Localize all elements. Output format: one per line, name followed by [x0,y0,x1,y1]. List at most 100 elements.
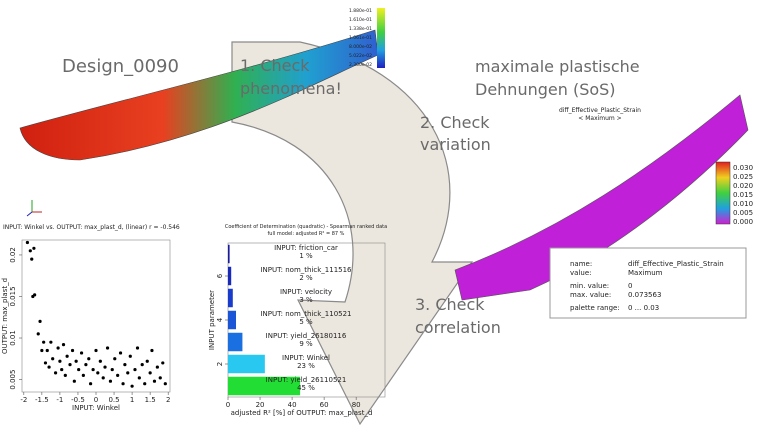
info-key: palette range: [570,304,620,312]
point [77,368,80,371]
colorbar-label: 0.015 [733,191,753,199]
point [32,247,35,250]
point [126,371,129,374]
value-label: 5 % [299,318,313,326]
x-tick-label: 1.5 [145,396,156,404]
category-label: INPUT: yield_26180116 [266,332,347,340]
colorbar-label: 0.005 [733,209,753,217]
point [46,349,49,352]
point [60,368,63,371]
colorbar-top [377,8,385,68]
point [150,349,153,352]
colorbar-label: 0.000 [733,218,753,226]
value-label: 2 % [299,274,313,282]
plot-area [22,240,170,392]
colorbar-label: 0.020 [733,182,753,190]
point [56,346,59,349]
x-tick-label: -0.5 [71,396,85,404]
point [38,320,41,323]
point [71,349,74,352]
category-label: INPUT: velocity [280,288,332,296]
value-label: 9 % [299,340,313,348]
point [37,332,40,335]
y-tick-label: 0.015 [9,286,17,306]
x-tick-label: 0 [94,396,98,404]
point [49,341,52,344]
result-title: Dehnungen (SoS) [475,80,616,99]
point [156,365,159,368]
info-value: 0 ... 0.03 [628,304,659,312]
value-label: 1 % [299,252,313,260]
colorbar-label: 1.338e-01 [349,26,372,32]
point [113,357,116,360]
category-label: INPUT: friction_car [274,244,338,252]
chart-title: INPUT: Winkel vs. OUTPUT: max_plast_d, (… [3,224,180,231]
info-key: name: [570,260,592,268]
point [161,361,164,364]
point [84,363,87,366]
x-tick-label: 1 [130,396,134,404]
point [42,341,45,344]
bar [228,355,265,373]
field-name: diff_Effective_Plastic_Strain [559,107,641,114]
point [130,385,133,388]
point [136,346,139,349]
point [47,365,50,368]
colorbar-label: 2.300e-02 [349,62,372,68]
x-tick-label: 80 [352,401,361,409]
design-name: Design_0090 [62,56,179,77]
x-axis-label: INPUT: Winkel [72,404,120,412]
point [75,360,78,363]
colorbar-right [716,162,730,224]
point [153,380,156,383]
value-label: 45 % [297,384,315,392]
point [96,371,99,374]
category-label: INPUT: nom_thick_111516 [260,266,352,274]
point [123,363,126,366]
point [66,355,69,358]
colorbar-label: 1.880e-01 [349,8,372,14]
point [149,371,152,374]
point [62,343,65,346]
point [44,361,47,364]
category-label: INPUT: nom_thick_110521 [260,310,351,318]
step-label: 2. Check [420,113,490,132]
bar [228,267,231,285]
info-key: max. value: [570,291,611,299]
point [29,249,32,252]
page: Design_0090 1. Check phenomena! maximale… [0,0,758,429]
point [82,374,85,377]
point [58,360,61,363]
y-tick-label: 6 [216,273,224,278]
x-tick-label: -2 [20,396,27,404]
point [103,365,106,368]
field-name: < Maximum > [578,115,621,122]
chart-title: Coefficient of Determination (quadratic)… [225,224,387,230]
colorbar-label: 0.010 [733,200,753,208]
y-axis-label: OUTPUT: max_plast_d [1,278,9,354]
info-value: Maximum [628,269,663,277]
x-tick-label: 20 [256,401,265,409]
y-tick-label: 2 [216,362,224,366]
info-value: 0.073563 [628,291,661,299]
colorbar-label: 1.061e-01 [349,35,372,41]
point [89,382,92,385]
x-axis-label: adjusted R² [%] of OUTPUT: max_plast_d [231,409,373,417]
colorbar-label: 5.022e-02 [349,53,372,59]
category-label: INPUT: yield_26110521 [266,376,347,384]
x-tick-label: 40 [288,401,297,409]
info-value: 0 [628,282,632,290]
x-tick-label: 60 [320,401,329,409]
y-axis-label: INPUT parameter [208,290,216,350]
colorbar-label: 8.000e-02 [349,44,372,50]
point [106,346,109,349]
chart-title: full model: adjusted R² = 87 % [268,231,345,237]
bar [228,245,230,263]
step-label: 1. Check [240,56,310,75]
point [31,295,34,298]
point [68,363,71,366]
point [133,368,136,371]
value-label: 23 % [297,362,315,370]
point [116,374,119,377]
colorbar-label: 0.030 [733,164,753,172]
